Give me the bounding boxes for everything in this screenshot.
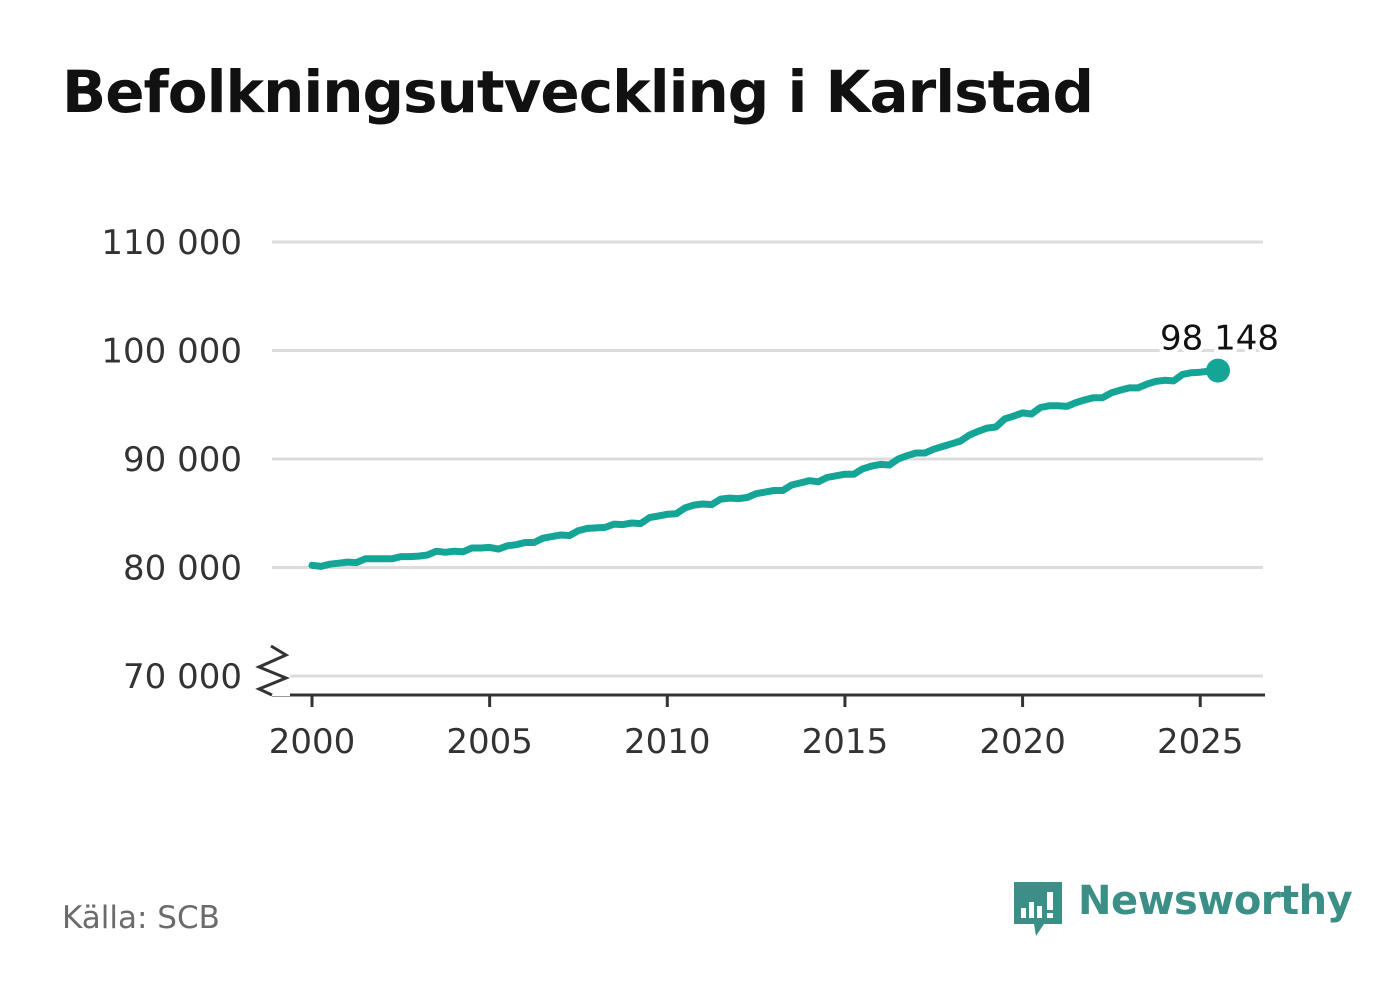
- x-tick-label: 2025: [1157, 722, 1244, 762]
- x-tick-label: 2015: [802, 722, 889, 762]
- y-tick-label: 110 000: [101, 223, 242, 263]
- end-point-marker: [1206, 358, 1230, 383]
- x-axis: 2000 2005 2010 2015 2020 2025: [269, 693, 1265, 762]
- x-tick-label: 2000: [269, 722, 356, 762]
- x-tick-label: 2010: [624, 722, 711, 762]
- chart-title: Befolkningsutveckling i Karlstad: [62, 58, 1094, 126]
- y-tick-label: 100 000: [101, 332, 242, 372]
- end-value-label: 98 148: [1160, 319, 1279, 359]
- series-line: [308, 367, 1222, 570]
- brand-name: Newsworthy: [1078, 878, 1353, 924]
- source-note: Källa: SCB: [62, 900, 220, 936]
- brand-logo: Newsworthy: [1012, 878, 1353, 940]
- y-tick-label: 90 000: [123, 440, 242, 480]
- y-axis-break-icon: [255, 644, 290, 697]
- x-tick-label: 2005: [446, 722, 533, 762]
- bar-chart-speech-bubble-icon: [1014, 882, 1062, 936]
- data-series: 98 148: [308, 315, 1283, 570]
- grid-lines: [272, 240, 1263, 678]
- y-tick-label: 70 000: [123, 657, 242, 697]
- axis-break-zigzag: [255, 644, 290, 697]
- y-tick-label: 80 000: [123, 549, 242, 589]
- y-axis-tick-labels: 70 000 80 000 90 000 100 000 110 000: [101, 223, 242, 697]
- x-tick-label: 2020: [979, 722, 1066, 762]
